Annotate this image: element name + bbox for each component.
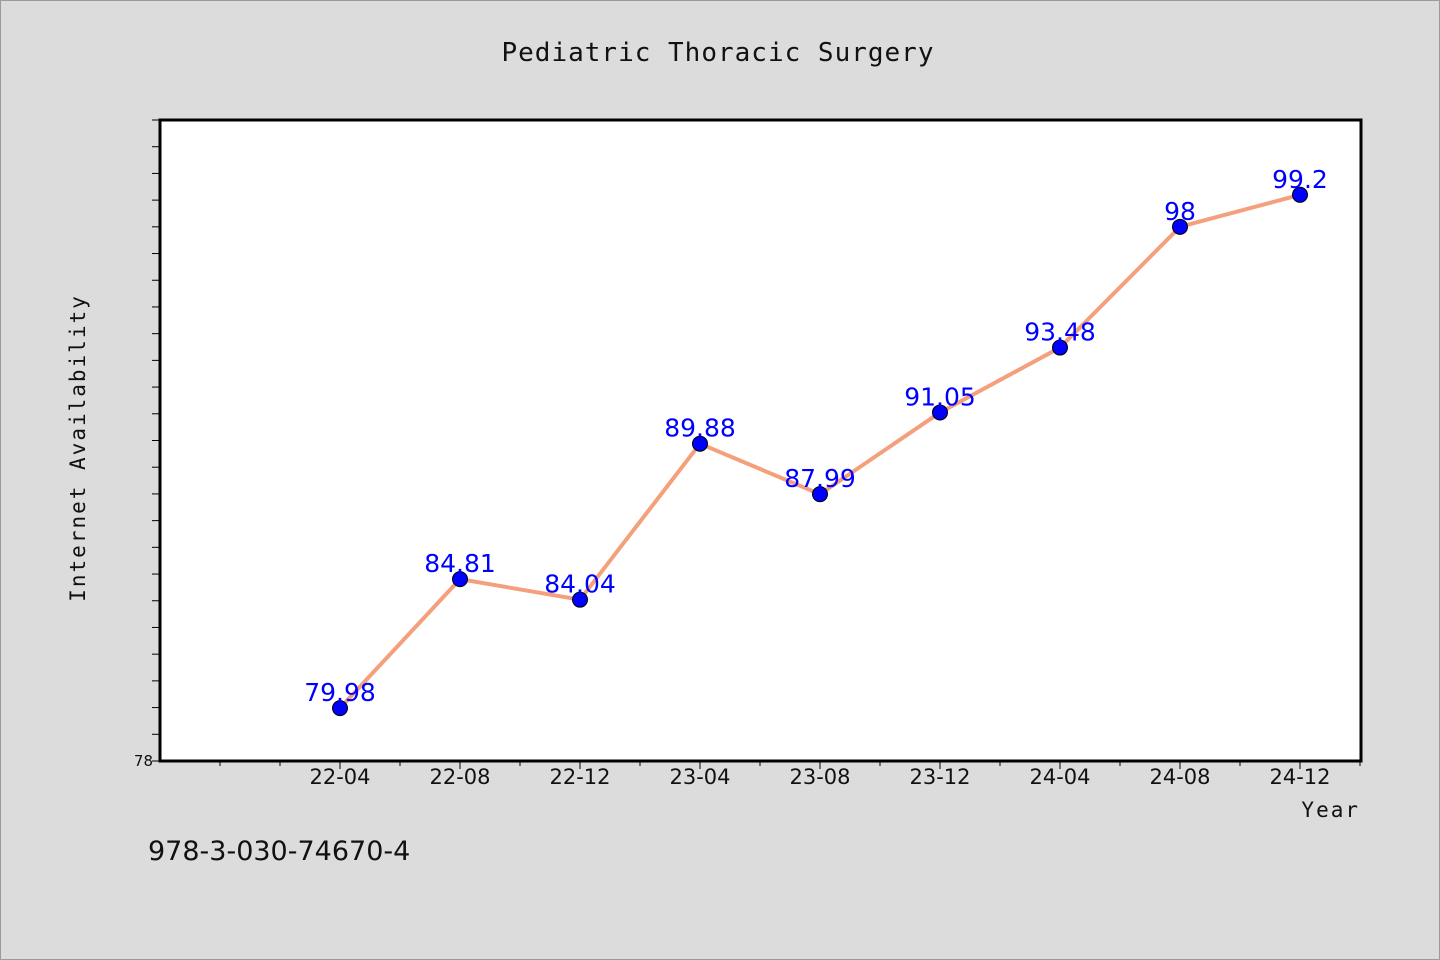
data-label: 84.81 [424,549,496,578]
x-tick-label: 23-12 [909,765,970,789]
data-point [572,591,588,608]
data-label: 87.99 [784,464,856,493]
data-point [692,435,708,452]
data-label: 84.04 [544,570,616,599]
data-point [1052,339,1068,356]
data-point [1292,186,1308,203]
x-axis-label: Year [1301,798,1360,822]
data-label: 93.48 [1024,318,1096,347]
data-point [812,486,828,503]
x-tick-labels: 22-04 22-08 22-12 23-04 23-08 23-12 24-04 24-08… [309,765,1330,789]
data-point [932,404,948,421]
series-group: 79.98 84.81 84.04 89.88 87.99 91.05 93.48 98 99.… [304,165,1328,717]
plot-area [158,118,1363,763]
x-axis-ticks [219,761,1361,769]
x-tick-label: 23-08 [789,765,850,789]
data-point [332,700,348,717]
x-tick-label: 22-12 [549,765,610,789]
data-label: 89.88 [664,414,736,443]
x-tick-label: 22-08 [429,765,490,789]
data-label: 99.2 [1272,165,1328,194]
x-tick-label: 23-04 [669,765,730,789]
x-tick-label: 24-08 [1149,765,1210,789]
y-tick-label: 78 [134,752,153,770]
x-tick-label: 24-04 [1029,765,1090,789]
chart-title: Pediatric Thoracic Surgery [502,38,935,68]
data-label: 98 [1164,197,1196,226]
data-label: 91.05 [904,382,976,411]
x-tick-label: 24-12 [1269,765,1330,789]
y-axis-ticks [152,119,160,762]
footer-id-text: 978-3-030-74670-4 [148,836,411,867]
x-tick-label: 22-04 [309,765,370,789]
data-point [1172,218,1188,235]
data-point [452,571,468,588]
data-label: 79.98 [304,678,376,707]
y-axis-label: Internet Availability [66,294,90,602]
